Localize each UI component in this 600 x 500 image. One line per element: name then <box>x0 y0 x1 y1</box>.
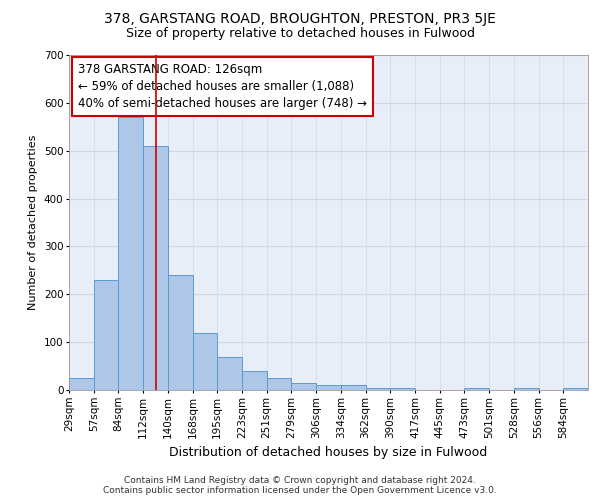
Bar <box>316 385 341 390</box>
Y-axis label: Number of detached properties: Number of detached properties <box>28 135 38 310</box>
Bar <box>193 332 217 390</box>
Bar <box>464 388 489 390</box>
Bar <box>69 378 94 390</box>
Bar <box>217 356 242 390</box>
Bar <box>514 388 539 390</box>
Bar <box>390 388 415 390</box>
Text: 378, GARSTANG ROAD, BROUGHTON, PRESTON, PR3 5JE: 378, GARSTANG ROAD, BROUGHTON, PRESTON, … <box>104 12 496 26</box>
Bar <box>563 388 588 390</box>
Bar <box>118 117 143 390</box>
Bar <box>168 275 193 390</box>
Bar <box>341 385 365 390</box>
Text: Contains HM Land Registry data © Crown copyright and database right 2024.
Contai: Contains HM Land Registry data © Crown c… <box>103 476 497 495</box>
Bar <box>94 280 118 390</box>
Bar <box>242 371 267 390</box>
Bar <box>365 388 390 390</box>
Text: 378 GARSTANG ROAD: 126sqm
← 59% of detached houses are smaller (1,088)
40% of se: 378 GARSTANG ROAD: 126sqm ← 59% of detac… <box>79 64 367 110</box>
Bar <box>143 146 168 390</box>
X-axis label: Distribution of detached houses by size in Fulwood: Distribution of detached houses by size … <box>169 446 488 459</box>
Text: Size of property relative to detached houses in Fulwood: Size of property relative to detached ho… <box>125 28 475 40</box>
Bar <box>292 383 316 390</box>
Bar <box>267 378 292 390</box>
